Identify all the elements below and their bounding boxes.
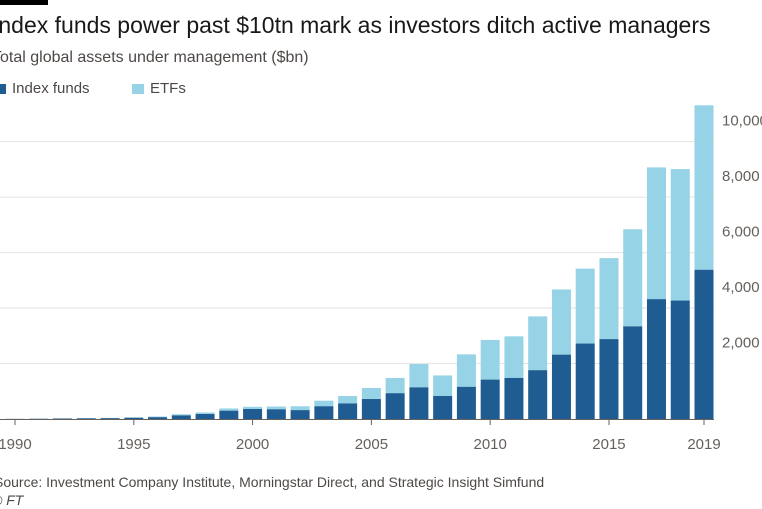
bar-index-funds	[148, 417, 167, 419]
bar-index-funds	[623, 326, 642, 419]
bar-index-funds	[124, 418, 143, 419]
bar-etfs	[267, 407, 286, 410]
bar-etfs	[314, 401, 333, 407]
bar-index-funds	[77, 418, 96, 419]
bar-index-funds	[409, 387, 428, 419]
bar-index-funds	[504, 378, 523, 419]
bar-etfs	[552, 289, 571, 354]
bar-etfs	[243, 407, 262, 409]
bar-etfs	[172, 414, 191, 415]
bar-etfs	[338, 396, 357, 403]
bar-etfs	[599, 258, 618, 339]
bar-index-funds	[291, 410, 310, 419]
bar-index-funds	[267, 409, 286, 419]
bar-index-funds	[647, 299, 666, 419]
x-tick-label: 2005	[355, 436, 388, 453]
x-tick-label: 2015	[592, 436, 625, 453]
bar-index-funds	[338, 403, 357, 419]
bar-etfs	[362, 388, 381, 399]
bar-index-funds	[362, 399, 381, 419]
x-tick-label: 1990	[0, 436, 32, 453]
bar-index-funds	[599, 339, 618, 419]
x-tick-label: 2019	[687, 436, 720, 453]
credit-note: © FT	[0, 491, 762, 509]
x-tick-label: 2010	[473, 436, 506, 453]
bar-etfs	[219, 408, 238, 410]
y-tick-label: 10,000	[722, 113, 762, 130]
bar-index-funds	[243, 409, 262, 419]
source-note: Source: Investment Company Institute, Mo…	[0, 473, 762, 491]
bar-index-funds	[528, 370, 547, 419]
bar-etfs	[647, 167, 666, 299]
bar-etfs	[457, 354, 476, 386]
chart-plot: 2,000 4,000 6,000 8,000 10,000 1990 1995 2000 20…	[0, 0, 762, 470]
bar-index-funds	[219, 411, 238, 419]
x-tick-label: 2000	[236, 436, 269, 453]
y-tick-label: 4,000	[722, 279, 760, 296]
bar-index-funds	[552, 355, 571, 419]
bar-etfs	[433, 375, 452, 396]
bar-etfs	[504, 336, 523, 378]
bar-index-funds	[386, 393, 405, 419]
bar-index-funds	[481, 380, 500, 419]
bar-etfs	[695, 105, 714, 269]
bar-etfs	[148, 417, 167, 418]
bar-index-funds	[196, 414, 215, 419]
bar-etfs	[481, 340, 500, 380]
bar-index-funds	[576, 344, 595, 419]
bar-etfs	[196, 412, 215, 414]
bar-index-funds	[671, 301, 690, 419]
y-tick-label: 2,000	[722, 335, 760, 352]
bar-etfs	[291, 406, 310, 410]
y-tick-label: 8,000	[722, 168, 760, 185]
x-tick-label: 1995	[117, 436, 150, 453]
bar-etfs	[386, 378, 405, 393]
y-tick-label: 6,000	[722, 224, 760, 241]
bar-index-funds	[695, 270, 714, 419]
bar-etfs	[623, 229, 642, 326]
bar-index-funds	[433, 396, 452, 419]
bar-index-funds	[172, 415, 191, 419]
bar-etfs	[671, 169, 690, 300]
bar-index-funds	[314, 406, 333, 419]
bar-index-funds	[101, 418, 120, 419]
bar-etfs	[576, 269, 595, 344]
bar-etfs	[409, 364, 428, 387]
bar-etfs	[528, 316, 547, 370]
bar-index-funds	[457, 387, 476, 419]
